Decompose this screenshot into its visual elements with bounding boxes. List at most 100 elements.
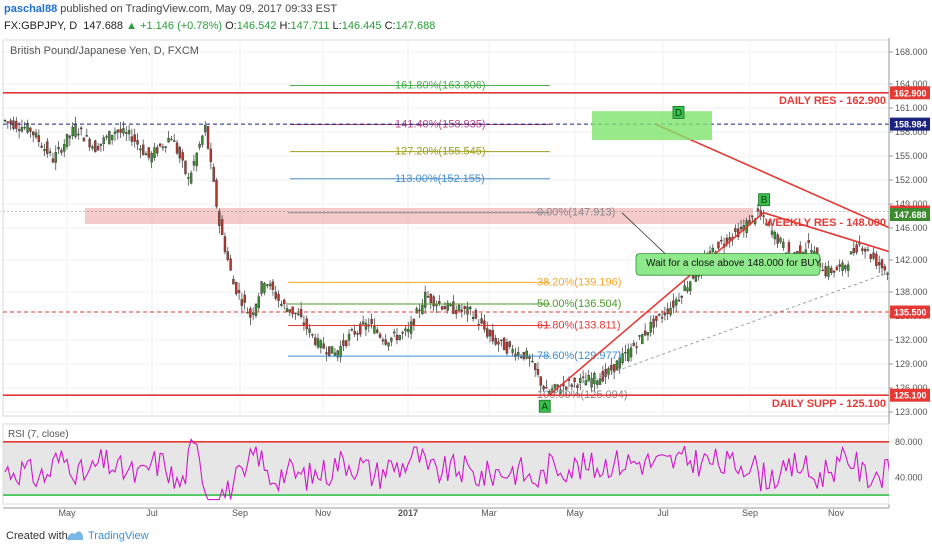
- price-flag-label: 158.984: [894, 120, 927, 130]
- candle-body: [144, 153, 148, 156]
- candle-body: [418, 309, 421, 312]
- fib-label: 113.00%(152.155): [395, 173, 485, 185]
- candle-body: [206, 126, 210, 149]
- candle-body: [460, 309, 464, 312]
- open-label: O:: [225, 20, 237, 32]
- candle-body: [223, 236, 227, 253]
- weekly-res-zone: [85, 208, 753, 224]
- candle-body: [277, 293, 280, 301]
- open-value: 146.542: [236, 20, 277, 32]
- candle-body: [370, 318, 373, 325]
- tradingview-brand[interactable]: TradingView: [88, 530, 149, 542]
- level-label: DAILY SUPP - 125.100: [772, 398, 886, 410]
- candle-body: [677, 299, 681, 302]
- candle-body: [635, 346, 638, 348]
- candle-body: [291, 306, 294, 315]
- candle-body: [471, 317, 475, 320]
- candle-body: [531, 360, 534, 363]
- price-tick-label: 123.000: [895, 407, 928, 417]
- candle-body: [37, 135, 41, 143]
- fib-label: 61.80%(133.811): [537, 320, 621, 332]
- time-tick-label: Jul: [657, 508, 669, 518]
- candle-body: [590, 378, 593, 388]
- candle-body: [522, 351, 526, 360]
- candle-body: [249, 308, 252, 318]
- price-tick-label: 164.000: [895, 79, 928, 89]
- author-link[interactable]: paschal88: [4, 3, 58, 15]
- low-value: 146.445: [341, 20, 382, 32]
- candle-body: [167, 137, 170, 143]
- candle-body: [804, 249, 808, 254]
- candle-body: [579, 378, 582, 383]
- price-flag: [890, 207, 930, 221]
- candle-body: [474, 310, 478, 319]
- candle-body: [618, 357, 621, 369]
- change-arrow-icon: ▲: [126, 20, 137, 32]
- candle-body: [209, 148, 213, 162]
- candle-body: [302, 322, 306, 326]
- rsi-series: 80.000 40.000: [3, 424, 932, 504]
- candle-body: [102, 137, 105, 144]
- candle-body: [46, 141, 49, 154]
- high-value: 147.711: [290, 20, 330, 32]
- candle-body: [77, 133, 80, 136]
- candle-body: [401, 332, 404, 334]
- candle-body: [294, 312, 297, 315]
- candle-body: [835, 266, 839, 271]
- candle-body: [629, 347, 633, 358]
- candle-body: [251, 312, 255, 315]
- candle-body: [282, 299, 286, 305]
- candle-body: [508, 341, 511, 347]
- fib-label: 38.20%(139.196): [537, 276, 621, 288]
- candle-body: [423, 291, 427, 308]
- candle-body: [672, 300, 675, 308]
- candle-body: [91, 146, 94, 149]
- candle-body: [328, 346, 331, 357]
- candle-body: [502, 337, 506, 351]
- candle-body: [127, 130, 131, 135]
- candle-body: [9, 120, 12, 125]
- time-axis[interactable]: May Jul Sep Nov 2017 Mar May Jul Sep Nov: [3, 507, 889, 518]
- chart-frame[interactable]: 161.80%(163.806) 141.40%(158.935) 127.20%(…: [0, 38, 932, 520]
- callout-box: [635, 253, 821, 276]
- candle-body: [409, 321, 413, 334]
- target-zone: [592, 111, 712, 140]
- candle-body: [610, 365, 613, 371]
- point-d-label: D: [675, 108, 682, 119]
- candle-body: [655, 315, 658, 321]
- candle-body: [384, 339, 387, 345]
- candle-body: [734, 228, 737, 233]
- candle-body: [604, 368, 607, 377]
- point-a-marker: [538, 399, 551, 413]
- chart-title: British Pound/Japanese Yen, D, FXCM: [10, 45, 199, 57]
- candle-body: [872, 252, 875, 259]
- candle-body: [491, 330, 495, 342]
- price-tick-label: 149.000: [895, 199, 928, 209]
- candle-body: [863, 248, 867, 252]
- candle-body: [373, 325, 376, 334]
- price-chart[interactable]: 161.80%(163.806)141.40%(158.935)127.20%(…: [0, 38, 932, 520]
- candle-body: [776, 234, 779, 244]
- candle-body: [787, 242, 791, 253]
- candle-body: [220, 219, 224, 235]
- candle-body: [486, 328, 489, 337]
- price-flag: [890, 305, 930, 319]
- candle-body: [172, 140, 176, 142]
- candle-body: [421, 305, 424, 315]
- candle-body: [412, 318, 416, 326]
- candle-body: [584, 380, 588, 386]
- level-label: DAILY RES - 162.900: [779, 95, 886, 107]
- candle-body: [392, 331, 396, 334]
- candle-body: [519, 356, 523, 358]
- candle-body: [201, 135, 204, 145]
- candle-body: [440, 306, 444, 310]
- candle-body: [6, 121, 10, 123]
- candle-body: [821, 269, 824, 272]
- candle-body: [646, 331, 650, 336]
- candle-body: [240, 299, 244, 306]
- candle-body: [779, 237, 782, 243]
- candle-body: [674, 299, 678, 306]
- candle-body: [266, 284, 269, 286]
- point-b-label: B: [761, 195, 768, 206]
- candle-body: [345, 340, 348, 346]
